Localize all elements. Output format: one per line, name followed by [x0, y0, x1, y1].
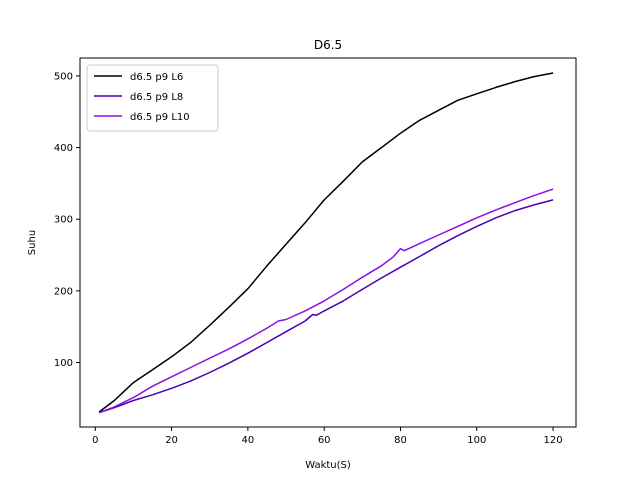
x-tick-label: 100: [467, 435, 486, 446]
legend-frame: [86, 64, 219, 132]
x-tick-label: 120: [544, 435, 563, 446]
series-line-3: [98, 188, 554, 414]
series-line-1: [98, 72, 554, 413]
series-layer: [98, 72, 554, 414]
legend-label-3: d6.5 p9 L10: [130, 112, 190, 123]
y-tick-label: 100: [54, 358, 73, 369]
y-tick-label: 400: [54, 143, 73, 154]
y-tick-label: 300: [54, 215, 73, 226]
x-tick-label: 0: [92, 435, 98, 446]
plot-frame: [79, 57, 577, 428]
x-tick-label: 80: [394, 435, 407, 446]
x-axis-title: Waktu(S): [305, 460, 351, 471]
x-axis: 0 20 40 60 80 100 120: [92, 427, 563, 446]
x-tick-label: 60: [318, 435, 331, 446]
y-tick-label: 200: [54, 286, 73, 297]
chart-title: D6.5: [314, 38, 342, 52]
y-tick-label: 500: [54, 71, 73, 82]
y-axis: 100 200 300 400 500: [54, 71, 80, 369]
x-tick-label: 40: [242, 435, 255, 446]
x-tick-label: 20: [165, 435, 178, 446]
series-line-2: [98, 199, 554, 414]
legend-label-1: d6.5 p9 L6: [130, 72, 183, 83]
legend-label-2: d6.5 p9 L8: [130, 92, 183, 103]
y-axis-title: Suhu: [27, 230, 38, 255]
legend: d6.5 p9 L6 d6.5 p9 L8 d6.5 p9 L10: [86, 64, 219, 132]
